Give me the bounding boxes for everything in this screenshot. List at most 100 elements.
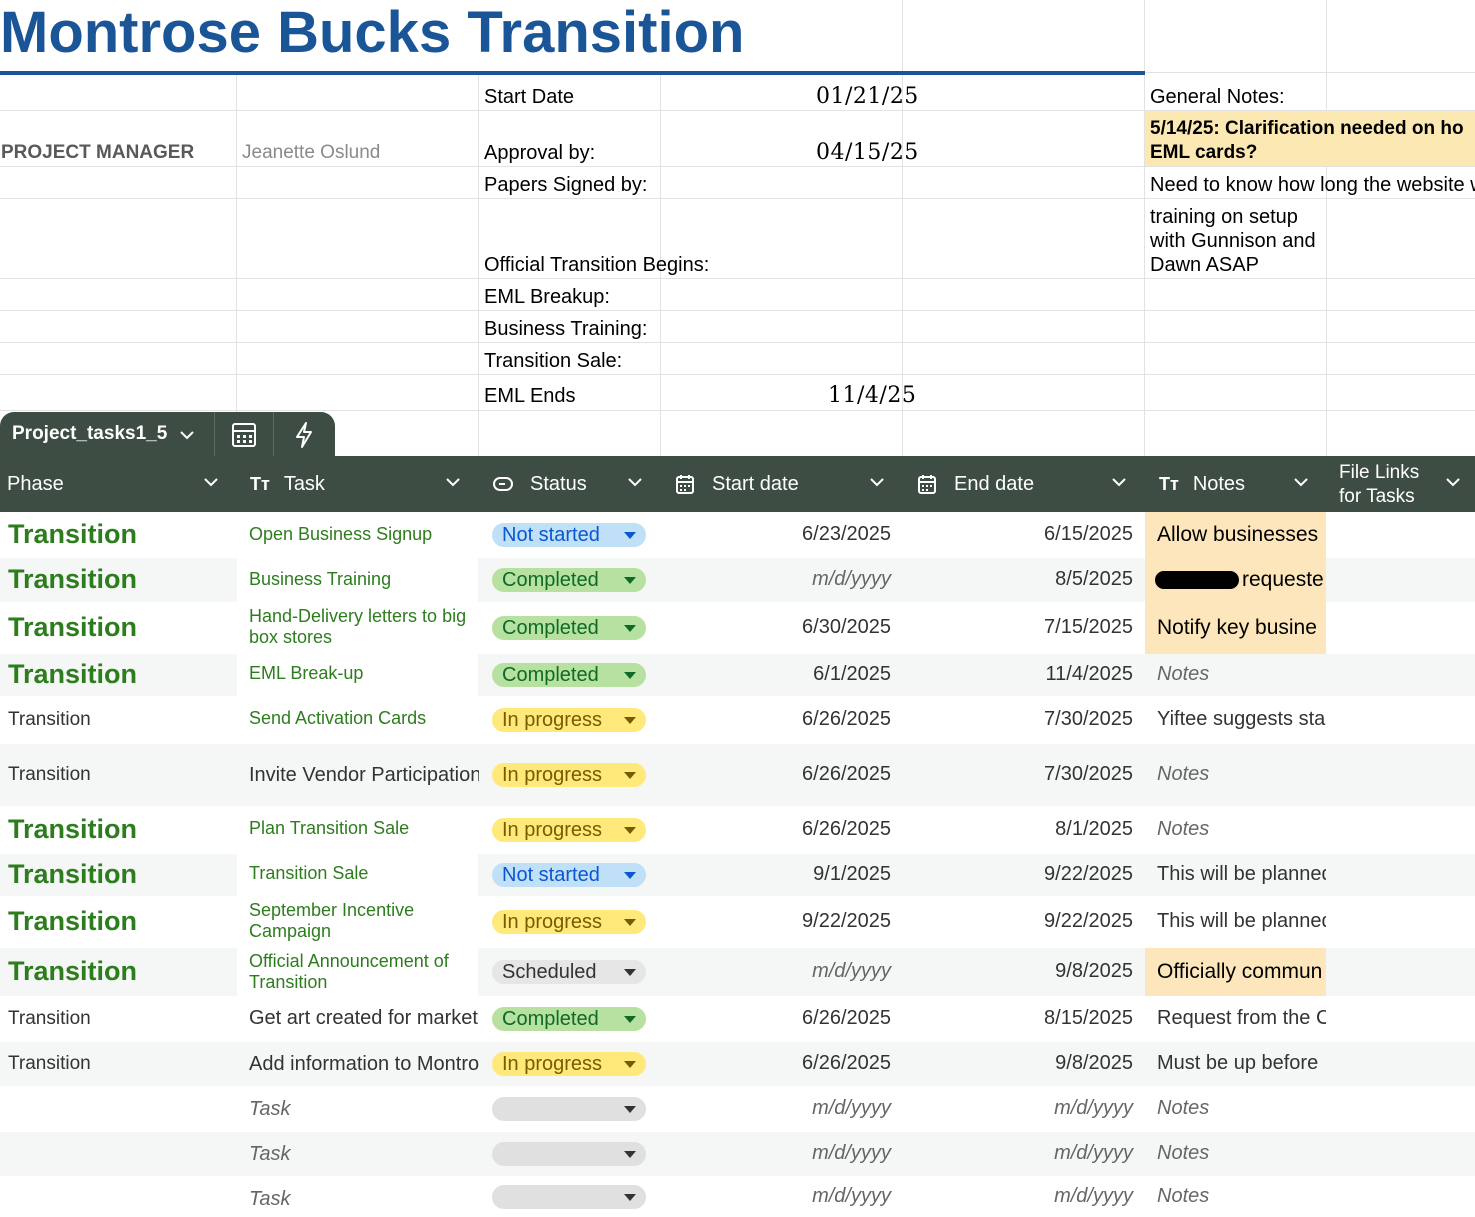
- header-task[interactable]: Tт Task: [250, 456, 478, 512]
- start-date-cell[interactable]: m/d/yyyy: [812, 1142, 891, 1164]
- start-date-cell[interactable]: 6/30/2025: [802, 616, 891, 638]
- start-date-cell[interactable]: 6/26/2025: [802, 818, 891, 840]
- phase-cell[interactable]: Transition: [8, 709, 91, 730]
- header-end-date[interactable]: End date: [918, 456, 1144, 512]
- notes-cell[interactable]: requeste: [1145, 558, 1326, 602]
- task-cell-text[interactable]: Add information to Montrose: [249, 1053, 479, 1075]
- header-phase[interactable]: Phase: [7, 456, 236, 512]
- dropdown-arrow-icon[interactable]: [624, 717, 636, 724]
- task-cell-text[interactable]: Get art created for marketing: [249, 1007, 479, 1029]
- end-date-cell[interactable]: 7/30/2025: [1044, 763, 1133, 785]
- status-chip[interactable]: In progress: [492, 910, 646, 934]
- status-chip[interactable]: [492, 1097, 646, 1121]
- dropdown-arrow-icon[interactable]: [624, 919, 636, 926]
- end-date-cell[interactable]: m/d/yyyy: [1054, 1097, 1133, 1119]
- chevron-down-icon[interactable]: [1446, 477, 1460, 487]
- start-date-cell[interactable]: m/d/yyyy: [812, 1097, 891, 1119]
- notes-cell[interactable]: This will be planned: [1145, 910, 1326, 933]
- notes-cell[interactable]: This will be planned: [1145, 863, 1326, 886]
- phase-cell[interactable]: Transition: [8, 659, 138, 689]
- table-row[interactable]: Task m/d/yyyy m/d/yyyy Notes: [0, 1132, 1475, 1176]
- start-date-cell[interactable]: m/d/yyyy: [812, 960, 891, 982]
- status-chip[interactable]: In progress: [492, 763, 646, 787]
- table-row[interactable]: Transition Business Training Completed m/d/…: [0, 558, 1475, 602]
- status-chip[interactable]: Completed: [492, 568, 646, 592]
- task-cell-text[interactable]: Send Activation Cards: [249, 708, 427, 728]
- end-date-cell[interactable]: 9/8/2025: [1055, 1052, 1133, 1074]
- start-date-cell[interactable]: m/d/yyyy: [812, 1184, 891, 1207]
- start-date-cell[interactable]: 6/26/2025: [802, 708, 891, 730]
- dropdown-arrow-icon[interactable]: [624, 872, 636, 879]
- dropdown-arrow-icon[interactable]: [624, 672, 636, 679]
- task-cell-text[interactable]: September Incentive Campaign: [249, 900, 415, 941]
- phase-cell[interactable]: Transition: [8, 564, 138, 594]
- general-notes-line[interactable]: Need to know how long the website w: [1150, 174, 1475, 196]
- task-cell-text[interactable]: Task: [249, 1188, 291, 1210]
- start-date-cell[interactable]: m/d/yyyy: [812, 568, 891, 590]
- dropdown-arrow-icon[interactable]: [624, 625, 636, 632]
- notes-cell[interactable]: Notify key busine: [1145, 602, 1326, 654]
- task-cell-text[interactable]: Task: [249, 1143, 291, 1165]
- general-notes-highlight[interactable]: 5/14/25: Clarification needed on ho EML …: [1145, 111, 1475, 166]
- notes-cell[interactable]: Notes: [1145, 1185, 1326, 1208]
- header-start-date[interactable]: Start date: [676, 456, 902, 512]
- task-cell-text[interactable]: Hand-Delivery letters to big box stores: [249, 606, 467, 647]
- table-row[interactable]: Transition Send Activation Cards In progre…: [0, 696, 1475, 744]
- end-date-cell[interactable]: 7/30/2025: [1044, 708, 1133, 730]
- table-row[interactable]: Transition Plan Transition Sale In progres…: [0, 806, 1475, 854]
- chevron-down-icon[interactable]: [446, 477, 460, 487]
- approval-date-value[interactable]: 04/15/25: [816, 140, 919, 165]
- dropdown-arrow-icon[interactable]: [624, 1193, 636, 1201]
- end-date-cell[interactable]: 8/5/2025: [1055, 568, 1133, 590]
- eml-ends-value[interactable]: 11/4/25: [828, 383, 917, 408]
- dropdown-arrow-icon[interactable]: [624, 827, 636, 834]
- end-date-cell[interactable]: 8/1/2025: [1055, 818, 1133, 840]
- notes-cell[interactable]: Notes: [1145, 763, 1326, 786]
- task-cell-text[interactable]: Business Training: [249, 569, 392, 589]
- notes-cell[interactable]: Must be up before: [1145, 1052, 1326, 1075]
- task-cell-text[interactable]: Plan Transition Sale: [249, 818, 410, 838]
- header-notes[interactable]: Tт Notes: [1159, 456, 1326, 512]
- lightning-icon[interactable]: [293, 421, 315, 449]
- status-chip[interactable]: [492, 1184, 646, 1209]
- phase-cell[interactable]: Transition: [8, 859, 138, 889]
- chevron-down-icon[interactable]: [1294, 477, 1308, 487]
- table-tab[interactable]: Project_tasks1_5: [0, 412, 335, 456]
- status-chip[interactable]: Completed: [492, 1007, 646, 1031]
- status-chip[interactable]: Completed: [492, 616, 646, 640]
- phase-cell[interactable]: Transition: [8, 1008, 91, 1029]
- phase-cell[interactable]: Transition: [8, 906, 138, 936]
- dropdown-arrow-icon[interactable]: [624, 1016, 636, 1023]
- task-cell-text[interactable]: Task: [249, 1098, 291, 1120]
- table-row[interactable]: Transition EML Break-up Completed 6/1/2025 1…: [0, 654, 1475, 696]
- table-row[interactable]: Transition Invite Vendor Participation In …: [0, 744, 1475, 806]
- dropdown-arrow-icon[interactable]: [624, 1061, 636, 1068]
- table-row[interactable]: Task m/d/yyyy m/d/yyyy Notes: [0, 1086, 1475, 1132]
- start-date-cell[interactable]: 6/26/2025: [802, 1052, 891, 1074]
- table-row[interactable]: Transition Transition Sale Not started 9/1/…: [0, 854, 1475, 896]
- start-date-cell[interactable]: 9/1/2025: [813, 863, 891, 885]
- table-row[interactable]: Transition Add information to Montrose In …: [0, 1042, 1475, 1086]
- end-date-cell[interactable]: 9/22/2025: [1044, 910, 1133, 932]
- end-date-cell[interactable]: 7/15/2025: [1044, 616, 1133, 638]
- start-date-cell[interactable]: 9/22/2025: [802, 910, 891, 932]
- phase-cell[interactable]: Transition: [8, 764, 91, 785]
- project-manager-name[interactable]: Jeanette Oslund: [242, 142, 381, 163]
- phase-cell[interactable]: Transition: [8, 956, 138, 986]
- header-status[interactable]: Status: [492, 456, 660, 512]
- chevron-down-icon[interactable]: [628, 477, 642, 487]
- table-row[interactable]: Transition Get art created for marketing C…: [0, 996, 1475, 1042]
- status-chip[interactable]: Not started: [492, 863, 646, 887]
- start-date-cell[interactable]: 6/23/2025: [802, 523, 891, 545]
- status-chip[interactable]: In progress: [492, 708, 646, 732]
- phase-cell[interactable]: Transition: [8, 1053, 91, 1074]
- dropdown-arrow-icon[interactable]: [624, 1106, 636, 1113]
- notes-cell[interactable]: Notes: [1145, 818, 1326, 841]
- task-cell-text[interactable]: Official Announcement of Transition: [249, 951, 449, 992]
- end-date-cell[interactable]: 11/4/2025: [1045, 663, 1134, 685]
- start-date-value[interactable]: 01/21/25: [816, 84, 919, 109]
- chevron-down-icon[interactable]: [204, 477, 218, 487]
- table-tab-name[interactable]: Project_tasks1_5: [12, 423, 168, 444]
- notes-cell[interactable]: Notes: [1145, 1142, 1326, 1165]
- notes-cell[interactable]: Request from the C: [1145, 1007, 1326, 1030]
